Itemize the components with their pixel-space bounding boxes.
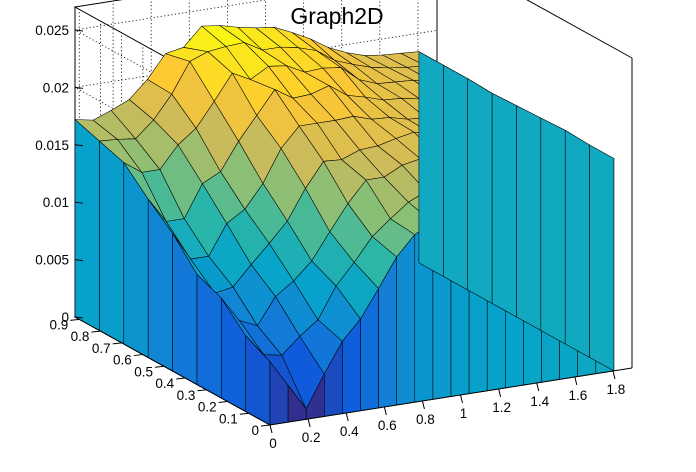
z-tick-label: 0.005 — [35, 253, 69, 268]
z-tick-label: 0 — [61, 310, 69, 325]
y-tick-label: 0.2 — [198, 400, 217, 415]
x-tick-mark — [498, 388, 502, 398]
x-tick-mark — [421, 400, 425, 410]
z-axis-tick-labels: 0 0.005 0.01 0.015 0.02 0.025 — [35, 23, 69, 325]
x-tick-label: 0.8 — [416, 412, 435, 427]
x-tick-label: 0.6 — [378, 418, 397, 433]
surface-side-right — [540, 117, 566, 345]
y-tick-mark — [176, 377, 186, 380]
surface-side-right — [589, 144, 615, 372]
y-tick-mark — [218, 401, 228, 404]
z-tick-label: 0.025 — [35, 23, 69, 38]
surface-side-left — [99, 140, 125, 345]
z-tick-mark — [74, 316, 84, 319]
y-tick-mark — [133, 354, 143, 357]
y-tick-mark — [239, 412, 249, 415]
y-tick-mark — [260, 424, 271, 427]
surface-side-right — [516, 105, 542, 331]
x-tick-label: 1.4 — [530, 394, 549, 409]
z-tick-label: 0.015 — [35, 138, 69, 153]
axis-ticks — [70, 29, 616, 434]
y-tick-label: 0.6 — [113, 353, 132, 368]
y-tick-label: 0.5 — [134, 364, 153, 379]
z-tick-label: 0.02 — [43, 80, 69, 95]
y-tick-mark — [91, 330, 101, 333]
x-axis-tick-labels: 0 0.2 0.4 0.6 0.8 1 1.2 1.4 1.6 1.8 — [269, 382, 625, 451]
x-tick-label: 0.2 — [302, 430, 321, 445]
x-tick-label: 1 — [460, 406, 468, 421]
y-tick-label: 0.1 — [219, 411, 238, 426]
y-tick-label: 0.3 — [177, 388, 196, 403]
x-tick-label: 1.2 — [492, 400, 511, 415]
y-tick-mark — [112, 342, 122, 345]
x-tick-label: 1.8 — [607, 382, 626, 397]
z-tick-mark — [74, 144, 84, 147]
x-tick-mark — [307, 418, 311, 428]
z-tick-mark — [74, 259, 84, 262]
surface-side-right — [467, 78, 493, 304]
surface-side-left — [74, 119, 100, 331]
y-tick-label: 0 — [251, 423, 259, 438]
x-tick-mark — [460, 394, 464, 404]
x-tick-mark — [574, 376, 578, 386]
y-tick-label: 0.8 — [71, 329, 90, 344]
y-tick-label: 0.9 — [49, 317, 68, 332]
z-tick-mark — [74, 29, 84, 32]
surface-side-right — [418, 51, 444, 277]
x-tick-label: 0.4 — [340, 424, 359, 439]
x-tick-mark — [536, 382, 540, 392]
x-tick-label: 1.6 — [568, 388, 587, 403]
x-tick-mark — [269, 424, 273, 434]
surface-side-right — [491, 92, 517, 318]
y-axis-tick-labels: 0 0.10.20.30.40.50.60.70.80.9 — [49, 317, 259, 438]
surface-mesh — [74, 25, 615, 426]
y-tick-mark — [154, 365, 165, 368]
z-tick-label: 0.01 — [43, 195, 69, 210]
surface-side-front — [396, 234, 416, 406]
x-tick-mark — [612, 370, 616, 380]
x-tick-label: 0 — [269, 436, 277, 451]
z-tick-mark — [74, 201, 84, 204]
surface-side-right — [564, 130, 590, 358]
y-tick-label: 0.4 — [155, 376, 174, 391]
x-tick-mark — [345, 412, 349, 422]
x-tick-mark — [383, 406, 387, 416]
surface-side-right — [443, 64, 468, 291]
y-tick-label: 0.7 — [92, 341, 111, 356]
chart-title: Graph2D — [290, 3, 383, 29]
y-tick-mark — [197, 389, 207, 392]
y-tick-mark — [70, 318, 80, 321]
z-tick-mark — [74, 86, 84, 89]
